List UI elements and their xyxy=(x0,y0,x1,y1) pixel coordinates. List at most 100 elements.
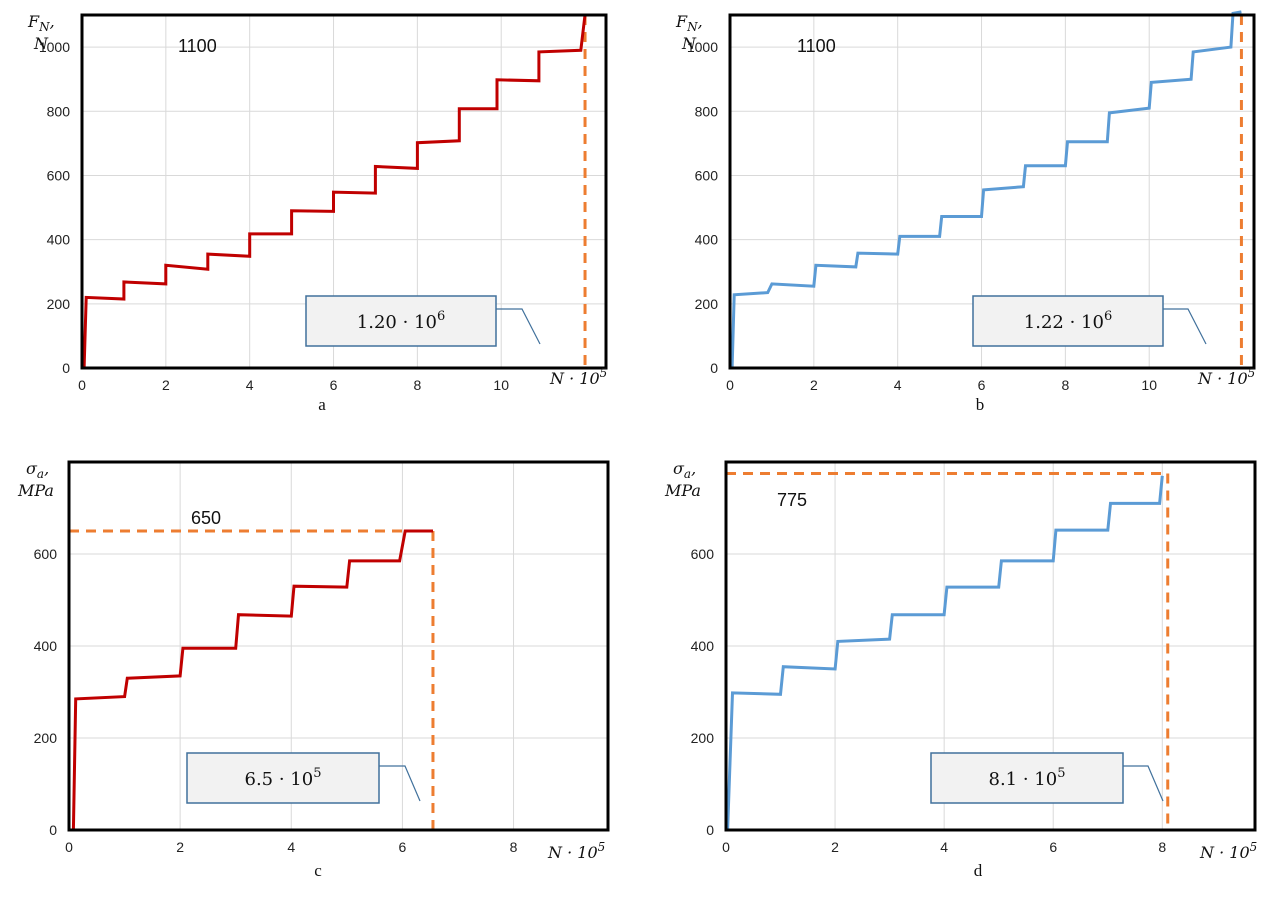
y-tick-label: 200 xyxy=(695,296,719,312)
x-tick-label: 2 xyxy=(810,377,818,393)
callout-leader xyxy=(1123,765,1164,802)
y-axis-unit: N xyxy=(33,34,49,53)
callout-exponent: 5 xyxy=(313,766,321,781)
plot-frame xyxy=(724,460,1257,832)
plot-frame xyxy=(80,13,608,370)
x-tick-label: 6 xyxy=(978,377,986,393)
plot-frame xyxy=(67,460,610,832)
callout-leader xyxy=(379,765,421,802)
x-axis-exponent: 5 xyxy=(598,840,606,854)
x-tick-label: 2 xyxy=(162,377,170,393)
callout-exponent: 6 xyxy=(437,309,445,324)
y-axis-symbol: σ xyxy=(26,459,38,478)
y-tick-label: 0 xyxy=(710,360,718,376)
x-axis-label: N · 105 xyxy=(547,840,605,862)
limit-label: 650 xyxy=(191,508,221,528)
callout-exponent: 5 xyxy=(1057,766,1065,781)
y-axis-subscript: a xyxy=(37,467,44,481)
x-axis-label: N · 105 xyxy=(1197,366,1255,388)
x-tick-label: 6 xyxy=(399,839,407,855)
x-tick-label: 0 xyxy=(726,377,734,393)
limit-label: 1100 xyxy=(178,36,217,56)
y-tick-label: 200 xyxy=(34,730,58,746)
y-tick-label: 0 xyxy=(706,822,714,838)
y-axis-symbol: F xyxy=(27,12,40,31)
y-axis-subscript: N xyxy=(38,20,50,34)
x-axis-exponent: 5 xyxy=(1248,366,1256,380)
series-line xyxy=(726,475,1164,831)
y-axis-comma: , xyxy=(698,12,703,31)
x-axis-text: N · 10 xyxy=(547,843,598,862)
y-tick-label: 600 xyxy=(695,167,719,183)
panel-caption: d xyxy=(974,861,983,880)
panel-caption: b xyxy=(976,395,985,414)
series-line xyxy=(71,529,433,831)
y-axis-unit: MPa xyxy=(664,481,701,500)
y-axis-symbol: σ xyxy=(673,459,685,478)
x-tick-label: 8 xyxy=(413,377,421,393)
x-axis-label: N · 105 xyxy=(549,366,607,388)
y-tick-label: 800 xyxy=(47,103,71,119)
y-tick-label: 0 xyxy=(62,360,70,376)
y-axis-comma: , xyxy=(50,12,55,31)
callout-value: 1.20 · 106 xyxy=(357,309,445,333)
x-tick-label: 4 xyxy=(287,839,295,855)
y-axis-unit: N xyxy=(681,34,697,53)
y-tick-label: 200 xyxy=(47,296,71,312)
x-axis-text: N · 10 xyxy=(549,369,600,388)
plot-frame xyxy=(728,13,1256,370)
y-tick-label: 400 xyxy=(695,232,719,248)
x-tick-label: 10 xyxy=(1141,377,1157,393)
callout-mantissa: 8.1 · 10 xyxy=(989,769,1058,790)
panel-caption: c xyxy=(314,861,322,880)
y-tick-label: 1000 xyxy=(687,39,718,55)
y-tick-label: 400 xyxy=(47,232,71,248)
x-axis-exponent: 5 xyxy=(600,366,608,380)
y-axis-unit: MPa xyxy=(17,481,54,500)
y-axis-symbol: F xyxy=(675,12,688,31)
x-tick-label: 0 xyxy=(722,839,730,855)
x-tick-label: 0 xyxy=(65,839,73,855)
y-axis-subscript: a xyxy=(684,467,691,481)
callout-box xyxy=(305,295,497,347)
y-axis-label: FN, xyxy=(675,12,703,34)
x-tick-label: 0 xyxy=(78,377,86,393)
callout-mantissa: 6.5 · 10 xyxy=(245,769,314,790)
callout-value: 1.22 · 106 xyxy=(1024,309,1112,333)
callout-exponent: 6 xyxy=(1104,309,1112,324)
callout-mantissa: 1.20 · 10 xyxy=(357,312,437,333)
x-tick-label: 4 xyxy=(940,839,948,855)
x-tick-label: 8 xyxy=(510,839,518,855)
x-axis-text: N · 10 xyxy=(1199,843,1250,862)
y-tick-label: 800 xyxy=(695,103,719,119)
callout-mantissa: 1.22 · 10 xyxy=(1024,312,1104,333)
x-tick-label: 6 xyxy=(330,377,338,393)
y-tick-label: 600 xyxy=(47,167,71,183)
y-axis-label: σa, xyxy=(26,459,49,481)
y-axis-comma: , xyxy=(691,459,696,478)
callout-value: 6.5 · 105 xyxy=(245,766,322,790)
x-tick-label: 2 xyxy=(831,839,839,855)
x-tick-label: 4 xyxy=(894,377,902,393)
limit-label: 1100 xyxy=(797,36,836,56)
y-tick-label: 400 xyxy=(34,638,58,654)
callout-box xyxy=(930,752,1124,804)
x-tick-label: 6 xyxy=(1049,839,1057,855)
y-axis-comma: , xyxy=(44,459,49,478)
series-line xyxy=(82,14,587,369)
x-axis-exponent: 5 xyxy=(1250,840,1258,854)
x-axis-label: N · 105 xyxy=(1199,840,1257,862)
y-tick-label: 0 xyxy=(49,822,57,838)
x-axis-text: N · 10 xyxy=(1197,369,1248,388)
callout-leader xyxy=(496,308,541,345)
y-axis-subscript: N xyxy=(686,20,698,34)
y-tick-label: 600 xyxy=(34,546,58,562)
series-line xyxy=(730,10,1242,369)
y-axis-label: σa, xyxy=(673,459,696,481)
limit-label: 775 xyxy=(777,490,807,510)
